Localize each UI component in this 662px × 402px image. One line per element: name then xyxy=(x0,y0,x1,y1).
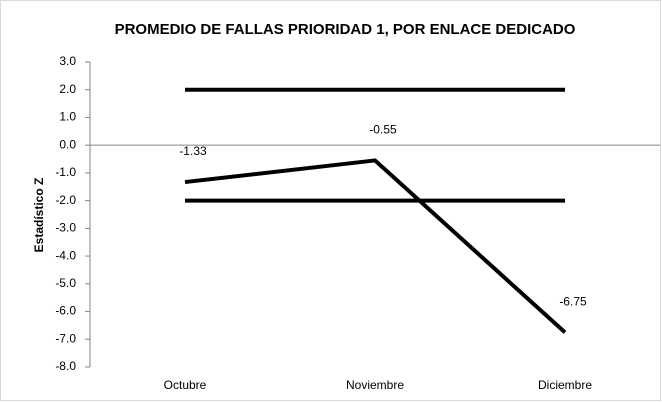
y-tick-label: -2.0 xyxy=(55,193,76,207)
x-tick-label: Noviembre xyxy=(346,378,404,392)
y-tick-label: -4.0 xyxy=(55,248,76,262)
data-label: -0.55 xyxy=(369,123,397,137)
y-tick-label: 3.0 xyxy=(59,54,76,68)
x-tick-label: Octubre xyxy=(164,378,207,392)
y-tick-label: -6.0 xyxy=(55,304,76,318)
y-tick-label: -3.0 xyxy=(55,221,76,235)
y-tick-label: 2.0 xyxy=(59,82,76,96)
x-tick-label: Diciembre xyxy=(538,378,592,392)
y-tick-label: -5.0 xyxy=(55,276,76,290)
data-label: -6.75 xyxy=(559,295,587,309)
series-line xyxy=(184,158,567,334)
y-tick-label: -1.0 xyxy=(55,165,76,179)
y-tick-label: 0.0 xyxy=(59,137,76,151)
data-label: -1.33 xyxy=(179,144,207,158)
y-tick-label: 1.0 xyxy=(59,110,76,124)
y-tick-label: -7.0 xyxy=(55,331,76,345)
chart-title: PROMEDIO DE FALLAS PRIORIDAD 1, POR ENLA… xyxy=(115,21,576,38)
y-axis-title: Estadístico Z xyxy=(32,178,46,253)
y-tick-label: -8.0 xyxy=(55,359,76,373)
